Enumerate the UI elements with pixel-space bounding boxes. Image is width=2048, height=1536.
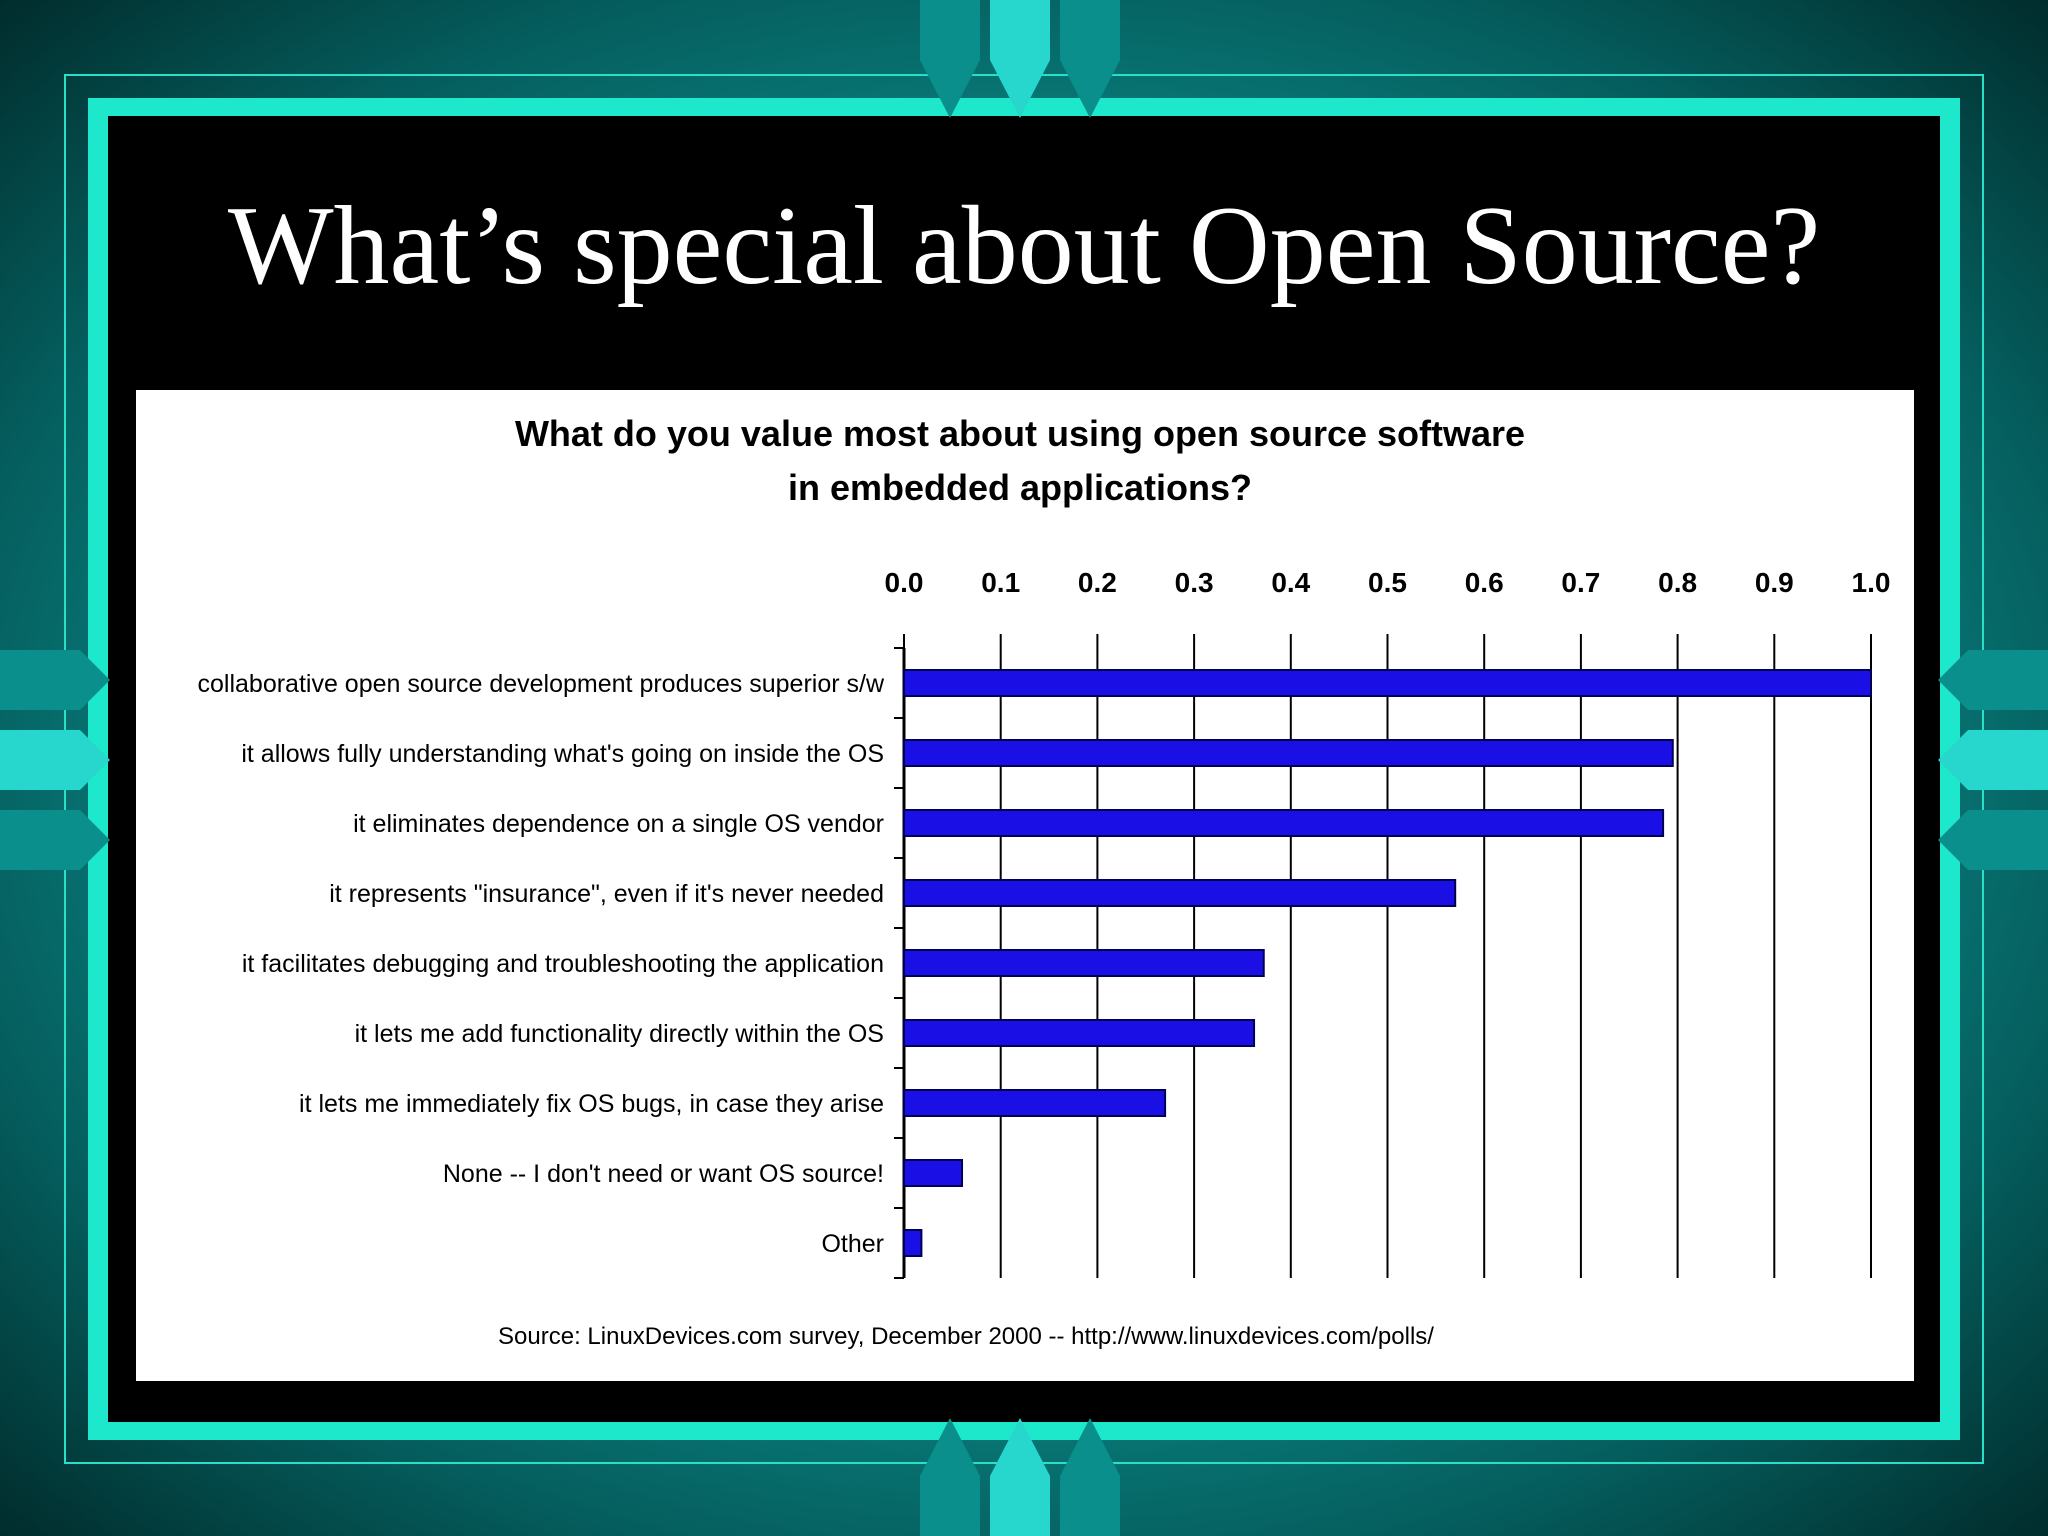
right-ornament	[1938, 650, 2048, 870]
x-tick-label: 0.9	[1755, 567, 1794, 598]
bar	[903, 669, 1872, 697]
bar-chart: What do you value most about using open …	[198, 413, 1891, 1350]
x-tick-label: 0.2	[1078, 567, 1117, 598]
slide-title: What’s special about Open Source?	[227, 184, 1821, 308]
x-tick-label: 0.5	[1368, 567, 1407, 598]
bar	[903, 1019, 1256, 1047]
chart-title-line: in embedded applications?	[788, 467, 1252, 508]
category-label: it eliminates dependence on a single OS …	[353, 810, 884, 838]
bar	[903, 1159, 964, 1187]
bar	[903, 809, 1665, 837]
chart-title-line: What do you value most about using open …	[515, 413, 1525, 454]
bar	[903, 949, 1265, 977]
category-label: it lets me immediately fix OS bugs, in c…	[299, 1090, 884, 1118]
category-label: it represents "insurance", even if it's …	[329, 880, 884, 908]
chart-source-note: Source: LinuxDevices.com survey, Decembe…	[498, 1323, 1434, 1350]
top-ornament	[920, 0, 1120, 118]
x-tick-label: 0.1	[981, 567, 1020, 598]
x-tick-label: 1.0	[1852, 567, 1891, 598]
x-tick-label: 0.0	[885, 567, 924, 598]
category-label: None -- I don't need or want OS source!	[443, 1160, 884, 1188]
bottom-ornament	[920, 1418, 1120, 1536]
x-tick-label: 0.8	[1658, 567, 1697, 598]
x-tick-label: 0.6	[1465, 567, 1504, 598]
bar	[903, 1089, 1167, 1117]
x-tick-label: 0.3	[1175, 567, 1214, 598]
category-label: it allows fully understanding what's goi…	[241, 740, 884, 768]
bar	[903, 879, 1457, 907]
bar	[903, 739, 1674, 767]
category-label: it facilitates debugging and troubleshoo…	[242, 950, 884, 978]
x-tick-label: 0.7	[1561, 567, 1600, 598]
bar	[903, 1229, 923, 1257]
category-label: Other	[821, 1230, 884, 1258]
category-label: collaborative open source development pr…	[198, 670, 885, 698]
x-tick-label: 0.4	[1271, 567, 1310, 598]
left-ornament	[0, 650, 110, 870]
chart-panel: What do you value most about using open …	[136, 390, 1914, 1381]
category-label: it lets me add functionality directly wi…	[355, 1020, 884, 1048]
